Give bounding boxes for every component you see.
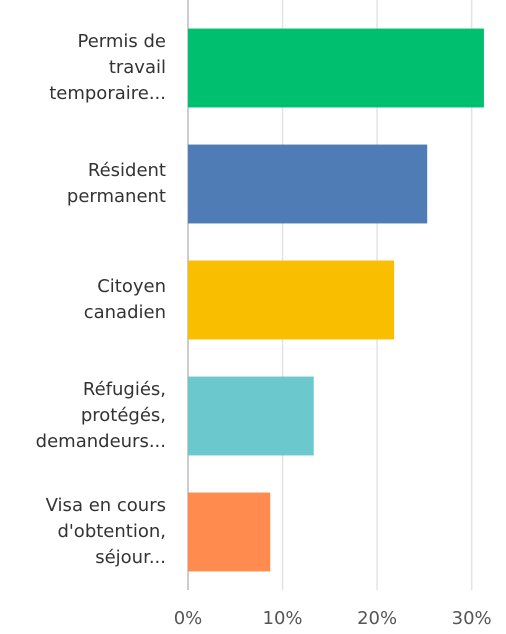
bar <box>188 260 395 340</box>
category-label: Visa en cours d'obtention, séjour... <box>45 495 166 568</box>
x-tick-label: 30% <box>452 608 492 629</box>
bar <box>188 144 428 224</box>
category-label: Permis de travail temporaire... <box>49 31 166 104</box>
bar <box>188 492 271 572</box>
x-tick-label: 20% <box>357 608 397 629</box>
category-label: Résident permanent <box>66 160 166 207</box>
bar <box>188 28 484 108</box>
category-label: Réfugiés, protégés, demandeurs... <box>35 379 166 452</box>
x-tick-label: 10% <box>263 608 303 629</box>
x-tick-label: 0% <box>174 608 203 629</box>
bar <box>188 376 314 456</box>
category-label: Citoyen canadien <box>83 276 166 323</box>
